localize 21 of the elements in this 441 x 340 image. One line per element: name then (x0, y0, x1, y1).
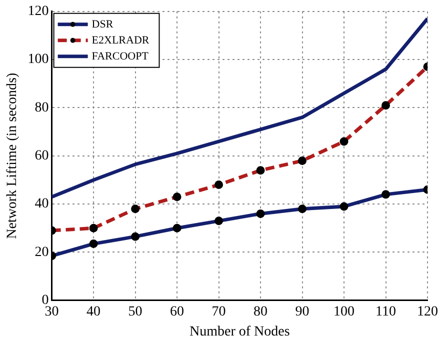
y-tick-label: 40 (34, 196, 49, 212)
x-tick-label: 40 (86, 304, 101, 320)
x-tick-label: 110 (376, 304, 396, 320)
x-tick-label: 70 (212, 304, 226, 320)
legend-label: DSR (92, 18, 114, 30)
y-tick-label: 100 (28, 52, 49, 68)
x-tick-label: 90 (295, 304, 310, 320)
legend-label: FARCOOPT (92, 50, 149, 62)
y-tick-label: 80 (34, 100, 49, 116)
y-axis-title: Network Liftime (in seconds) (5, 72, 20, 239)
x-tick-label: 80 (254, 304, 268, 320)
x-tick-label: 60 (170, 304, 184, 320)
y-tick-label: 20 (34, 244, 49, 260)
x-axis-title: Number of Nodes (189, 324, 290, 340)
legend-label: E2XLRADR (92, 34, 150, 46)
y-tick-label: 120 (28, 4, 49, 20)
x-tick-label: 100 (334, 304, 355, 320)
x-tick-label: 50 (128, 304, 142, 320)
x-tick-label: 120 (417, 304, 438, 320)
x-tick-label: 30 (44, 304, 59, 320)
y-tick-label: 60 (34, 148, 49, 164)
